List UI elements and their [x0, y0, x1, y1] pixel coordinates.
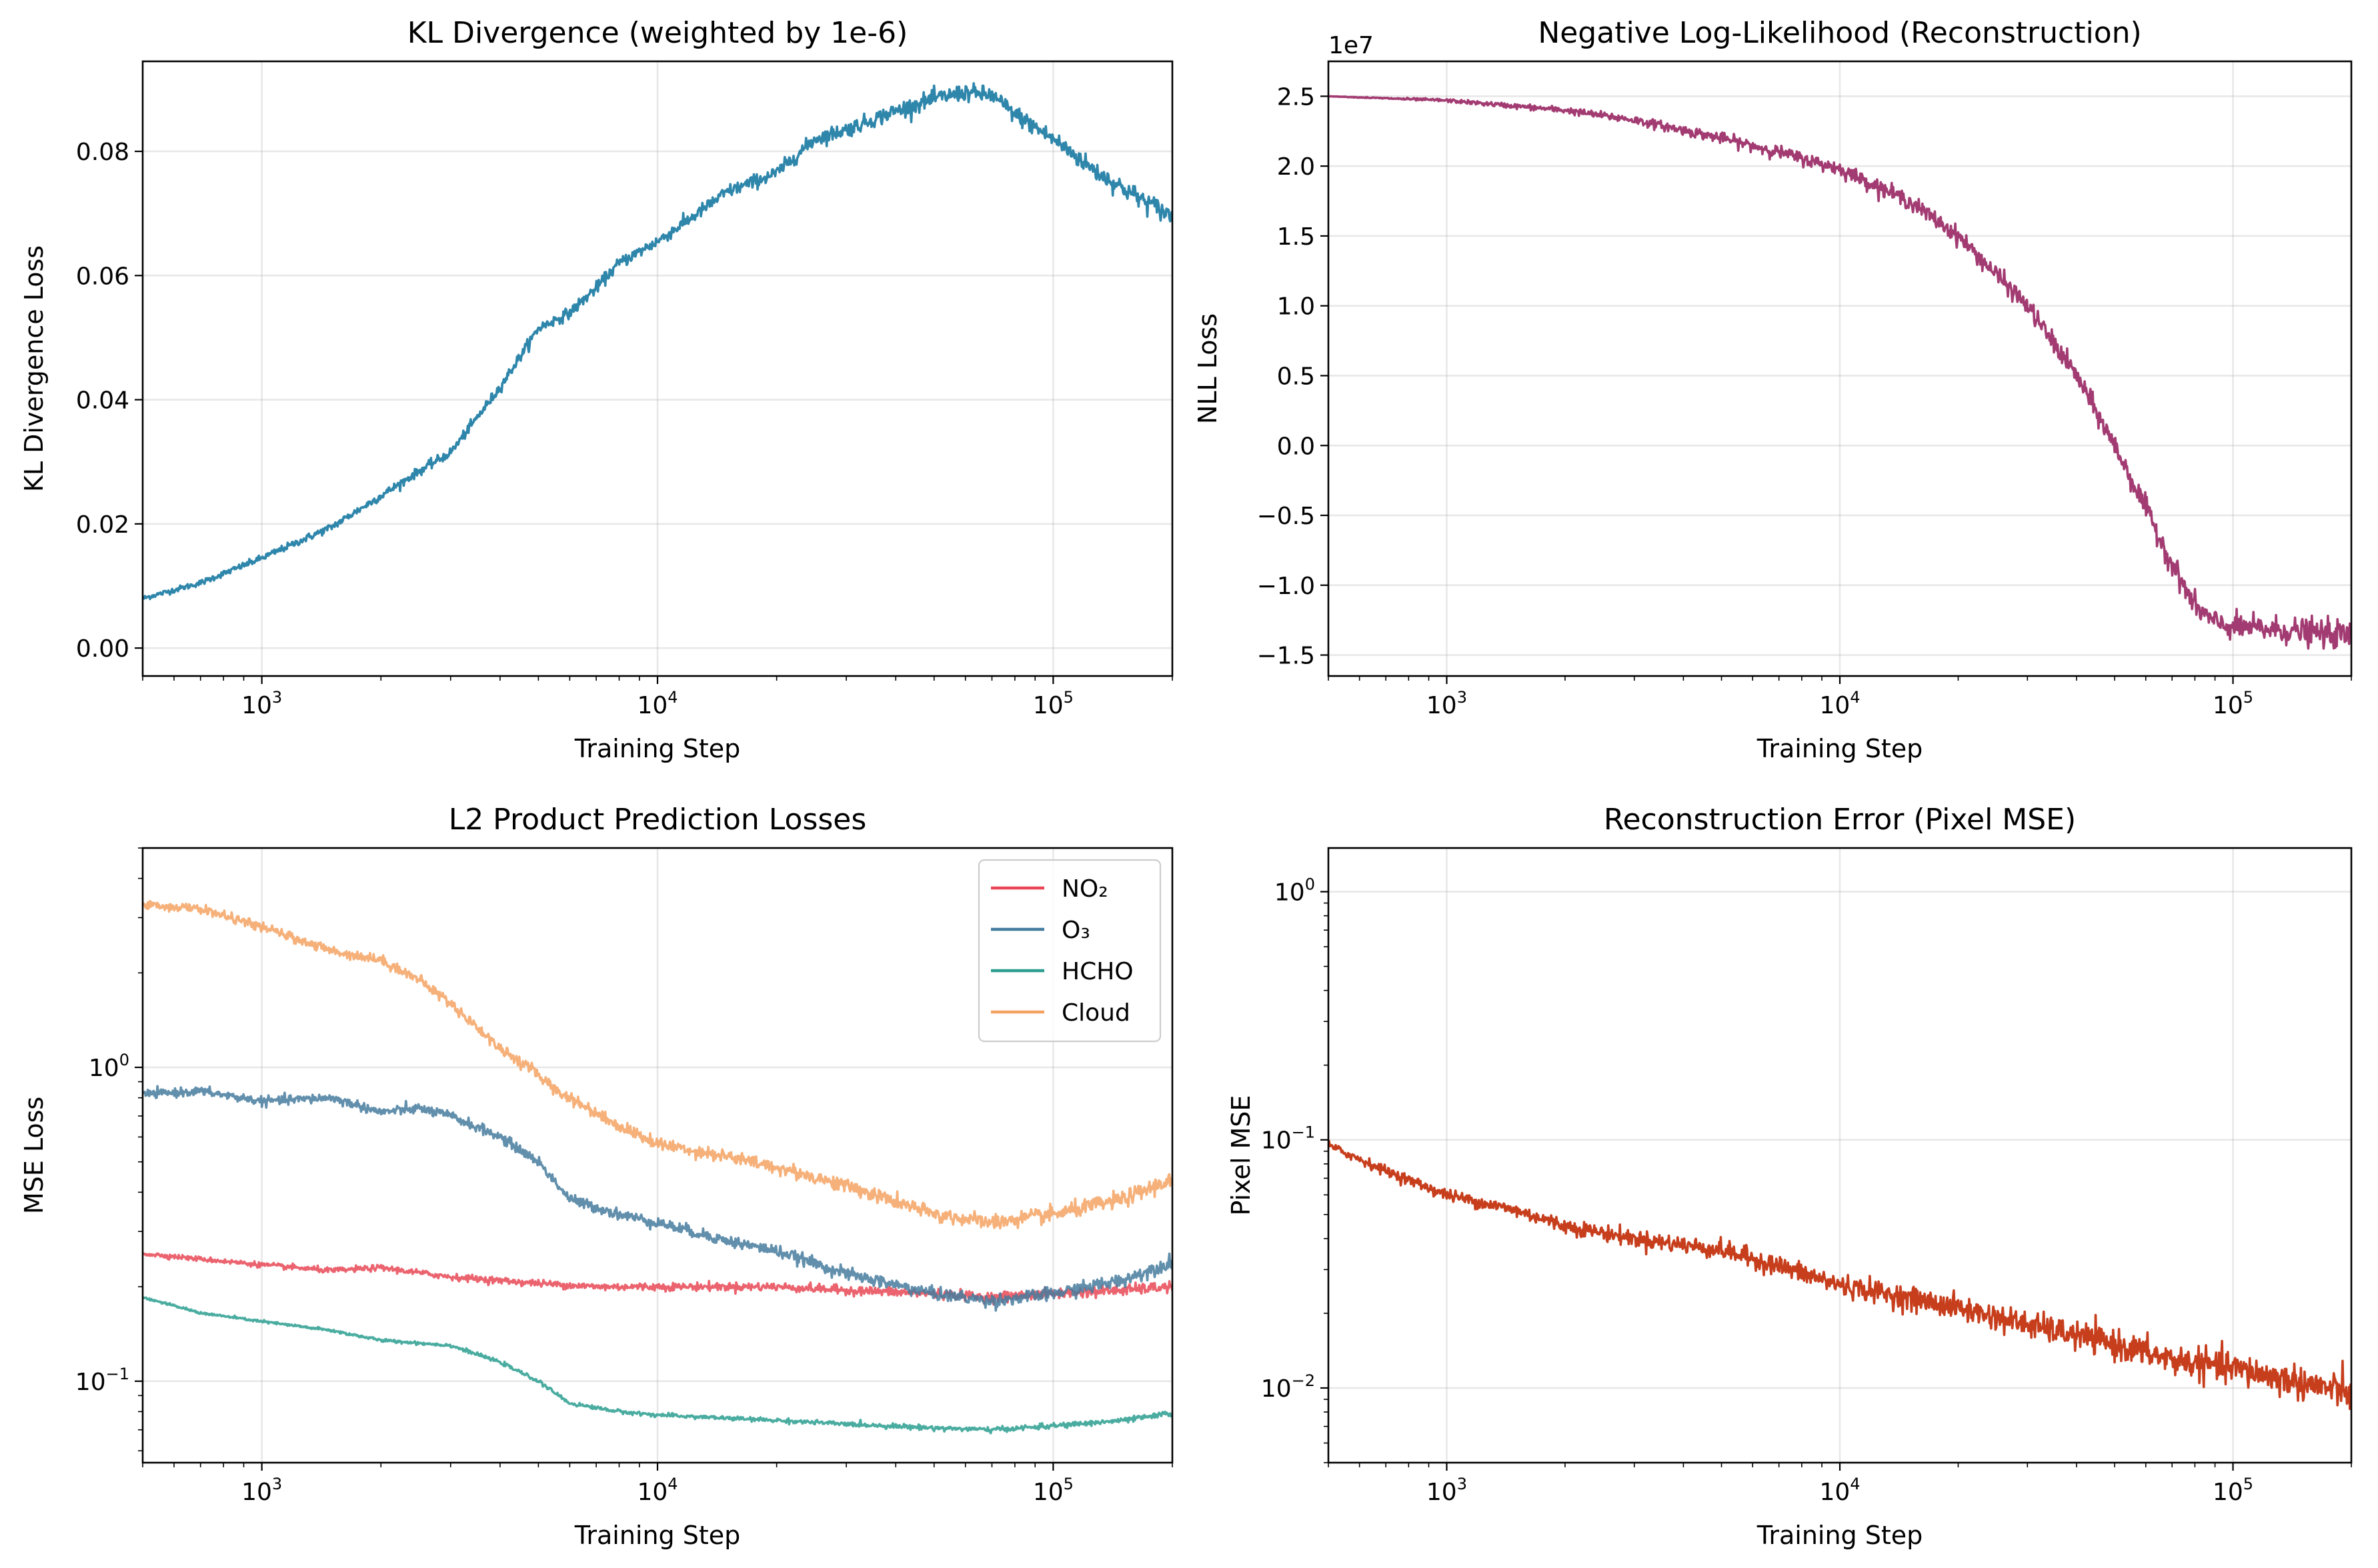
y-tick-label: −0.5	[1257, 503, 1315, 530]
legend: NO₂ O₃ HCHO Cloud	[978, 859, 1162, 1043]
legend-label: O₃	[1062, 917, 1090, 944]
legend-label: Cloud	[1062, 999, 1130, 1027]
x-axis-label: Training Step	[1756, 734, 1923, 763]
y-tick-label: 0.08	[76, 139, 129, 166]
x-tick-label: 103	[241, 688, 282, 719]
y-tick-label: 1.5	[1277, 223, 1315, 251]
legend-frame	[978, 859, 1162, 1043]
series-line-o₃	[143, 1085, 1172, 1312]
kl-divergence-chart: 103 104 105 0.00 0.02 0.04 0.06 0.08 KL Divergen…	[19, 16, 1174, 763]
pixel-mse-chart: 103 104 105 10−2 10−1 100 Reconstruction Error…	[1226, 803, 2353, 1550]
x-tick-label: 105	[2213, 1475, 2253, 1506]
x-tick-label: 103	[241, 1475, 282, 1506]
y-tick-label: 100	[89, 1051, 129, 1082]
y-axis-label: Pixel MSE	[1226, 1095, 1256, 1216]
grid	[1328, 61, 2351, 676]
y-axis-label: NLL Loss	[1193, 313, 1222, 424]
x-axis-label: Training Step	[574, 734, 741, 763]
chart-title: Reconstruction Error (Pixel MSE)	[1604, 803, 2076, 837]
series-line-hcho	[143, 1296, 1172, 1435]
y-axis-label: KL Divergence Loss	[19, 245, 49, 492]
x-tick-label: 105	[1033, 688, 1074, 719]
l2-product-losses-chart: 103 104 105 10−1 100 L2 Product Prediction Lo…	[19, 803, 1174, 1550]
x-tick-label: 105	[1033, 1475, 1074, 1506]
y-tick-label: 100	[1274, 875, 1315, 907]
y-tick-label: −1.0	[1257, 573, 1315, 600]
chart-title: Negative Log-Likelihood (Reconstruction)	[1538, 16, 2141, 50]
x-tick-label: 104	[1819, 1475, 1860, 1506]
y-tick-label: 0.00	[76, 635, 129, 663]
y-tick-label: 2.0	[1277, 153, 1315, 181]
y-tick-label: 0.5	[1277, 363, 1315, 390]
y-tick-label: 2.5	[1277, 83, 1315, 111]
series-group	[1328, 95, 2351, 650]
series-group	[143, 82, 1172, 601]
x-tick-label: 104	[1819, 688, 1860, 719]
x-tick-label: 105	[2213, 688, 2253, 719]
legend-label: HCHO	[1062, 958, 1134, 985]
y-tick-label: 10−1	[75, 1365, 129, 1396]
y-tick-label: 10−2	[1261, 1371, 1315, 1403]
series-line-kl	[143, 82, 1172, 601]
offset-text: 1e7	[1328, 32, 1374, 59]
x-tick-label: 103	[1426, 1475, 1467, 1506]
x-tick-label: 104	[637, 688, 678, 719]
x-axis-label: Training Step	[574, 1521, 741, 1550]
y-tick-label: 0.02	[76, 511, 129, 539]
y-axis-label: MSE Loss	[19, 1097, 49, 1214]
grid	[143, 61, 1172, 676]
series-line-nll	[1328, 95, 2351, 650]
y-tick-label: 0.04	[76, 387, 129, 415]
y-tick-label: −1.5	[1257, 643, 1315, 670]
y-tick-label: 0.0	[1277, 433, 1315, 460]
chart-title: L2 Product Prediction Losses	[449, 803, 867, 837]
grid	[1328, 848, 2351, 1463]
x-tick-label: 104	[637, 1475, 678, 1506]
series-group	[1328, 1140, 2351, 1411]
series-line-mse	[1328, 1140, 2351, 1411]
y-tick-label: 0.06	[76, 263, 129, 290]
y-tick-label: 1.0	[1277, 293, 1315, 321]
x-axis-label: Training Step	[1756, 1521, 1923, 1550]
nll-chart: 103 104 105 −1.5 −1.0 −0.5 0.0 0.5 1.0 1.5 2.0 2.5 N…	[1193, 16, 2353, 763]
x-tick-label: 103	[1426, 688, 1467, 719]
y-tick-label: 10−1	[1261, 1123, 1315, 1155]
chart-title: KL Divergence (weighted by 1e-6)	[407, 16, 908, 50]
series-group	[143, 899, 1172, 1435]
legend-label: NO₂	[1062, 875, 1108, 903]
series-line-cloud	[143, 899, 1172, 1230]
